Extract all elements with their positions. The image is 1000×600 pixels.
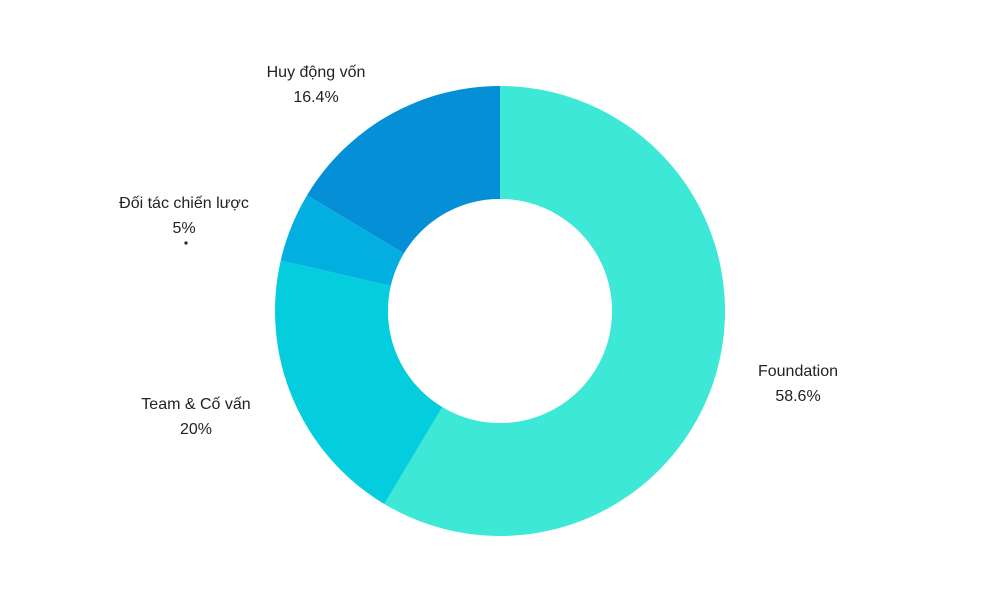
slice-label-team: Team & Cố vấn — [141, 396, 250, 413]
slice-value-team: 20% — [180, 421, 212, 438]
stray-dot — [184, 241, 188, 245]
slice-label-group-fundraising: Huy động vốn 16.4% — [267, 64, 366, 106]
slice-label-fundraising: Huy động vốn — [267, 64, 366, 81]
slice-strategic — [280, 195, 404, 286]
slice-label-group-strategic: Đối tác chiến lược 5% — [119, 195, 249, 245]
slice-value-strategic: 5% — [172, 220, 195, 237]
donut-slices — [274, 85, 725, 536]
slice-label-strategic: Đối tác chiến lược — [119, 195, 249, 212]
slice-fundraising — [307, 85, 500, 254]
slice-label-group-team: Team & Cố vấn 20% — [141, 396, 250, 438]
slice-value-fundraising: 16.4% — [293, 89, 338, 106]
slice-foundation — [384, 86, 725, 536]
slice-label-group-foundation: Foundation 58.6% — [758, 363, 838, 405]
slice-value-foundation: 58.6% — [775, 388, 820, 405]
slice-label-foundation: Foundation — [758, 363, 838, 380]
slice-team — [274, 260, 443, 504]
donut-hole — [388, 199, 612, 423]
